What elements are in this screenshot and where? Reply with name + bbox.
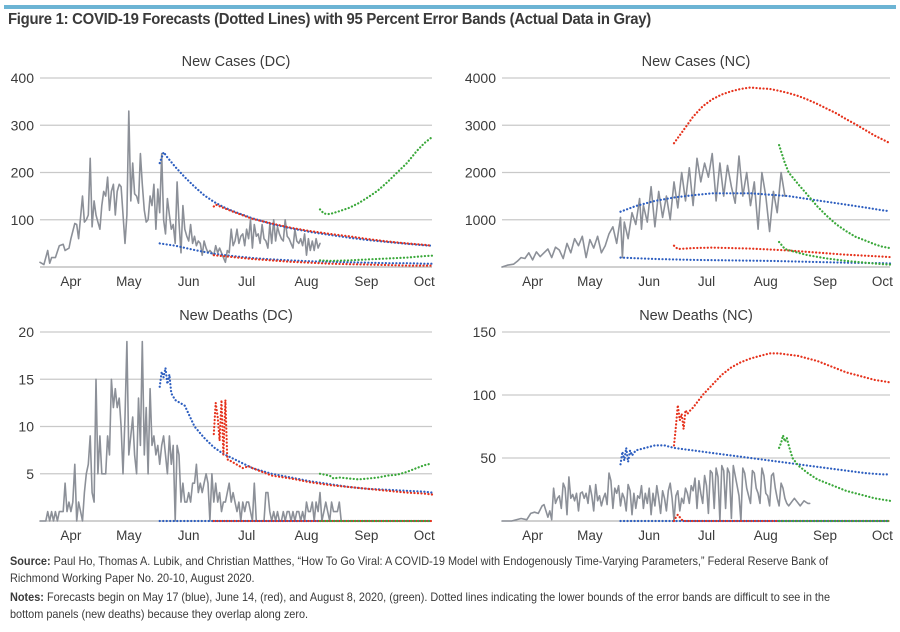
x-tick-label: Oct xyxy=(872,274,893,289)
x-tick-label: Jul xyxy=(238,528,255,543)
series-forecast-jun-14-upper xyxy=(672,86,892,145)
panel-title: New Deaths (DC) xyxy=(179,308,293,324)
chart-panel-cases-dc: New Cases (DC) 100 200 300 400 Apr May Jun Jul Au… xyxy=(11,54,435,289)
series-actual xyxy=(501,152,786,268)
y-tick-label: 150 xyxy=(473,324,497,340)
series-forecast-may-17-upper xyxy=(619,444,892,476)
x-tick-label: Aug xyxy=(294,528,318,543)
x-tick-label: Oct xyxy=(414,274,435,289)
x-tick-label: Jun xyxy=(638,274,660,289)
series-forecast-jun-14-upper xyxy=(672,352,892,447)
y-tick-label: 2000 xyxy=(465,165,496,181)
figure-footer: Source: Paul Ho, Thomas A. Lubik, and Ch… xyxy=(10,554,837,626)
series-forecast-jun-14-lower xyxy=(212,254,434,267)
notes-text: Forecasts begin on May 17 (blue), June 1… xyxy=(10,591,831,621)
x-tick-label: Aug xyxy=(294,274,318,289)
series-forecast-aug-8-upper xyxy=(777,144,892,250)
x-tick-label: Jul xyxy=(698,528,715,543)
series-actual xyxy=(501,464,811,522)
y-tick-label: 15 xyxy=(18,371,34,387)
series-forecast-aug-8-lower xyxy=(318,254,434,262)
y-tick-label: 20 xyxy=(18,324,34,340)
x-tick-label: May xyxy=(577,274,603,289)
x-tick-label: Sep xyxy=(354,274,378,289)
source-text: Paul Ho, Thomas A. Lubik, and Christian … xyxy=(10,555,829,585)
x-tick-label: Apr xyxy=(60,274,82,289)
series-forecast-may-17-upper xyxy=(158,151,434,247)
series-forecast-aug-8-upper xyxy=(318,136,434,216)
source-note: Source: Paul Ho, Thomas A. Lubik, and Ch… xyxy=(10,554,837,587)
panel-title: New Cases (NC) xyxy=(642,54,751,70)
chart-panel-deaths-dc: New Deaths (DC) 5 10 15 20 Apr May Jun Jul Aug Sep… xyxy=(18,308,435,543)
x-tick-label: Jun xyxy=(178,528,200,543)
x-tick-label: Sep xyxy=(813,528,837,543)
y-tick-label: 100 xyxy=(473,387,497,403)
series-forecast-may-17-lower xyxy=(158,242,434,265)
source-label: Source: xyxy=(10,555,51,568)
x-tick-label: Jul xyxy=(238,274,255,289)
x-tick-label: Oct xyxy=(872,528,893,543)
series-forecast-jun-14-upper xyxy=(212,398,434,496)
x-tick-label: Apr xyxy=(522,274,544,289)
x-tick-label: Jun xyxy=(178,274,200,289)
x-tick-label: Jul xyxy=(698,274,715,289)
series-forecast-aug-8-lower xyxy=(777,240,892,266)
series-forecast-jun-14-lower xyxy=(672,244,892,259)
y-tick-label: 10 xyxy=(18,419,34,435)
y-tick-label: 400 xyxy=(11,70,35,86)
series-forecast-aug-8-upper xyxy=(777,434,892,502)
y-tick-label: 4000 xyxy=(465,70,496,86)
x-tick-label: Apr xyxy=(60,528,82,543)
x-tick-label: Sep xyxy=(354,528,378,543)
y-tick-label: 200 xyxy=(11,165,35,181)
figure-top-rule xyxy=(4,5,896,9)
y-tick-label: 50 xyxy=(480,450,496,466)
x-tick-label: Apr xyxy=(522,528,544,543)
series-forecast-may-17-upper xyxy=(619,192,892,213)
x-tick-label: May xyxy=(577,528,603,543)
x-tick-label: Aug xyxy=(754,528,778,543)
notes-label: Notes: xyxy=(10,591,44,604)
y-tick-label: 5 xyxy=(26,466,34,482)
series-forecast-jun-14-upper xyxy=(212,203,434,247)
chart-panel-cases-nc: New Cases (NC) 1000 2000 3000 4000 Apr May Jun J… xyxy=(465,54,893,289)
y-tick-label: 100 xyxy=(11,212,35,228)
x-tick-label: May xyxy=(116,528,142,543)
series-forecast-may-17-lower xyxy=(619,256,892,265)
x-tick-label: May xyxy=(116,274,142,289)
series-actual xyxy=(39,110,321,266)
series-forecast-jun-14-lower xyxy=(672,513,892,523)
panel-title: New Cases (DC) xyxy=(182,54,291,70)
x-tick-label: Jun xyxy=(638,528,660,543)
x-tick-label: Oct xyxy=(414,528,435,543)
chart-panel-deaths-nc: New Deaths (NC) 50 100 150 Apr May Jun Jul Aug Se… xyxy=(473,308,893,543)
y-tick-label: 300 xyxy=(11,117,35,133)
figure-title: Figure 1: COVID-19 Forecasts (Dotted Lin… xyxy=(8,11,651,28)
notes: Notes: Forecasts begin on May 17 (blue),… xyxy=(10,590,837,623)
y-tick-label: 1000 xyxy=(465,212,496,228)
y-tick-label: 3000 xyxy=(465,117,496,133)
x-tick-label: Aug xyxy=(754,274,778,289)
charts-canvas: New Cases (DC) 100 200 300 400 Apr May Jun Jul Au… xyxy=(11,54,893,543)
x-tick-label: Sep xyxy=(813,274,837,289)
series-actual xyxy=(39,340,343,522)
panel-title: New Deaths (NC) xyxy=(639,308,753,324)
series-forecast-aug-8-upper xyxy=(318,462,434,481)
